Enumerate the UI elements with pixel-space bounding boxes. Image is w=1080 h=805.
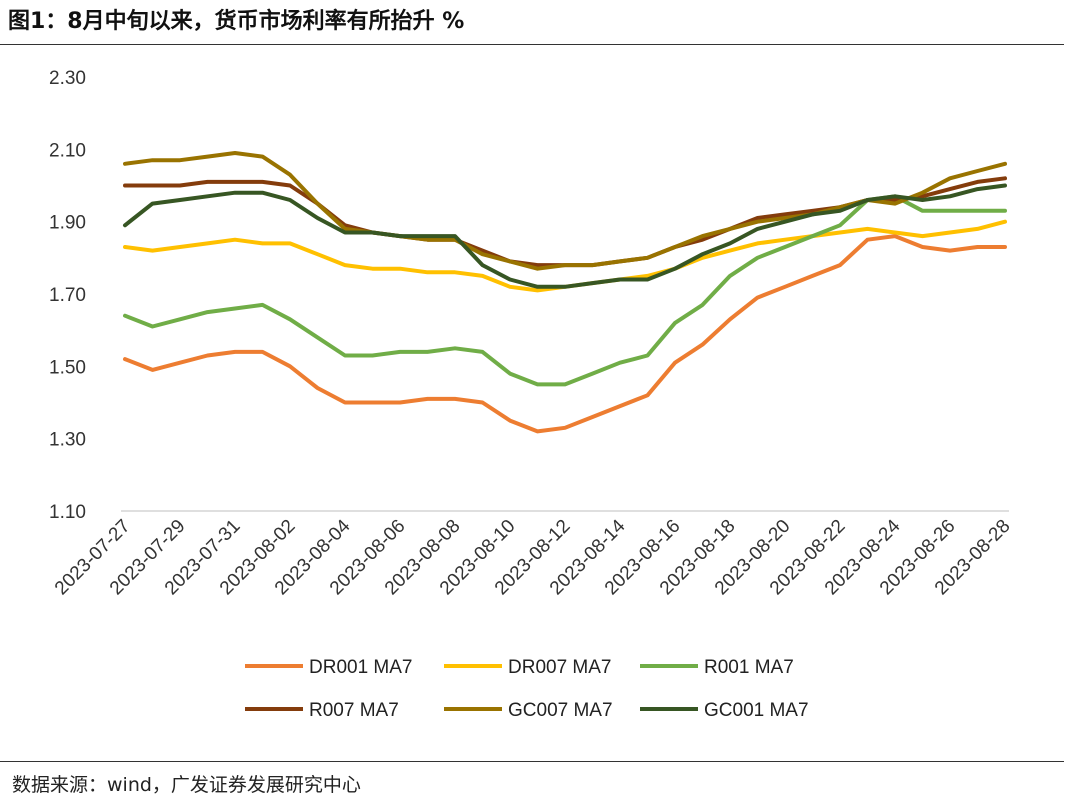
y-tick-label: 1.70 <box>49 285 86 306</box>
line-chart: 1.10 1.30 1.50 1.70 1.90 2.10 2.30 2023-07-272… <box>49 68 1015 721</box>
y-tick-label: 2.10 <box>49 140 86 161</box>
chart-title: 图1：8月中旬以来，货币市场利率有所抬升 % <box>8 9 465 34</box>
series-line <box>123 234 1007 434</box>
y-axis-ticks: 1.10 1.30 1.50 1.70 1.90 2.10 2.30 <box>49 68 86 523</box>
legend: DR001 MA7 DR007 MA7 R001 MA7 R007 MA7 GC007 … <box>245 657 809 721</box>
series-lines <box>123 151 1007 434</box>
legend-label: DR007 MA7 <box>508 657 612 678</box>
series-line <box>123 151 1007 271</box>
y-tick-label: 1.30 <box>49 430 86 451</box>
legend-label: DR001 MA7 <box>309 657 413 678</box>
footer-divider <box>0 761 1064 762</box>
legend-label: R001 MA7 <box>704 657 794 678</box>
series-line <box>123 194 1007 387</box>
y-tick-label: 1.90 <box>49 213 86 234</box>
y-tick-label: 1.10 <box>49 502 86 523</box>
y-tick-label: 2.30 <box>49 68 86 89</box>
series-line <box>123 183 1007 289</box>
legend-label: GC001 MA7 <box>704 700 809 721</box>
title-divider <box>0 44 1064 45</box>
y-tick-label: 1.50 <box>49 357 86 378</box>
legend-label: GC007 MA7 <box>508 700 613 721</box>
legend-label: R007 MA7 <box>309 700 399 721</box>
data-source-note: 数据来源：wind，广发证券发展研究中心 <box>12 774 361 796</box>
series-line <box>123 219 1007 293</box>
x-axis-ticks: 2023-07-272023-07-292023-07-312023-08-02… <box>51 515 1015 599</box>
